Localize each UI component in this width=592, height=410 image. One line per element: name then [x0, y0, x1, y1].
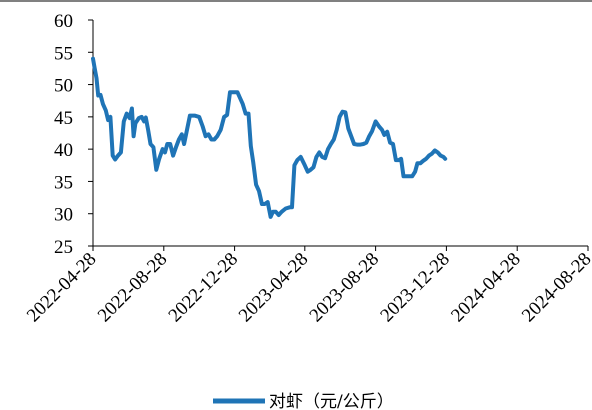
x-tick-label: 2024-04-28	[447, 249, 525, 327]
y-tick-label: 50	[54, 76, 73, 97]
legend-label: 对虾（元/公斤）	[269, 392, 394, 410]
x-tick-label: 2023-08-28	[306, 249, 384, 327]
y-tick-label: 30	[54, 205, 73, 226]
y-tick-label: 60	[54, 11, 73, 32]
series-line	[91, 56, 448, 219]
y-tick-label: 55	[54, 43, 73, 64]
x-tick-label: 2023-04-28	[235, 249, 313, 327]
y-tick-label: 40	[54, 140, 73, 161]
x-tick-label: 2022-04-28	[23, 249, 101, 327]
x-tick-label: 2024-08-28	[518, 249, 592, 327]
series-layer	[91, 56, 448, 219]
y-tick-label: 25	[54, 237, 73, 258]
legend: 对虾（元/公斤）	[213, 392, 394, 410]
y-axis-ticks: 25 30 35 40 45 50 55 60	[54, 11, 93, 258]
x-tick-label: 2022-12-28	[165, 249, 243, 327]
x-tick-label: 2022-08-28	[94, 249, 172, 327]
y-tick-label: 35	[54, 172, 73, 193]
x-tick-label: 2023-12-28	[376, 249, 454, 327]
x-axis-ticks: 2022-04-282022-08-282022-12-282023-04-28…	[23, 246, 592, 326]
y-tick-label: 45	[54, 108, 73, 129]
